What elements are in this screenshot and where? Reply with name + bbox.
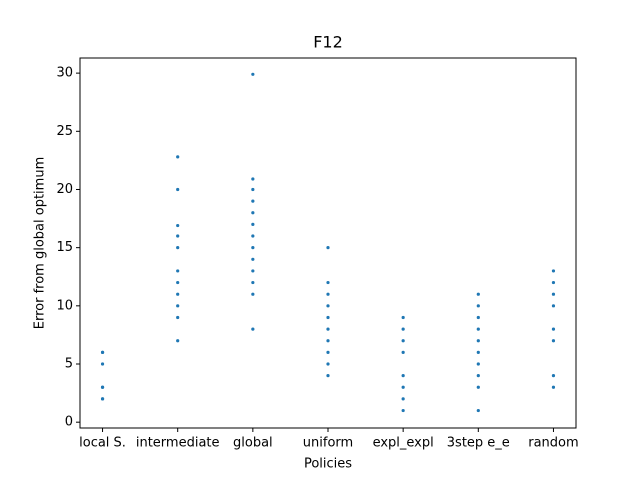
point: [401, 374, 405, 378]
point: [326, 350, 330, 354]
plot-frame: [79, 57, 577, 429]
point: [401, 350, 405, 354]
point: [476, 327, 480, 331]
point: [176, 234, 180, 238]
point: [551, 269, 556, 273]
point: [551, 374, 556, 378]
point: [326, 339, 330, 343]
point: [251, 222, 255, 226]
point: [476, 315, 480, 320]
x-tick-label: 3step e_e: [447, 436, 510, 451]
point: [476, 350, 480, 354]
point: [176, 187, 180, 192]
point: [551, 304, 556, 308]
point: [476, 304, 480, 308]
y-tick-label: 0: [65, 415, 73, 430]
point: [401, 408, 405, 413]
x-tick-label: uniform: [303, 436, 353, 451]
y-tick-label: 25: [56, 124, 73, 139]
point: [326, 327, 330, 331]
x-tick-label: local S.: [79, 436, 126, 451]
point: [251, 177, 255, 181]
point: [326, 315, 330, 320]
x-tick-label: global: [233, 436, 273, 451]
chart-title: F12: [313, 33, 343, 52]
x-tick-label: expl_expl: [373, 436, 434, 451]
y-tick-label: 20: [56, 182, 73, 197]
point: [551, 327, 556, 331]
point: [401, 327, 405, 331]
point: [401, 315, 405, 320]
point: [100, 397, 105, 401]
point: [476, 385, 480, 389]
point: [176, 223, 180, 228]
point: [401, 339, 405, 343]
point: [100, 385, 105, 389]
point: [251, 280, 255, 285]
y-axis-label: Error from global optimum: [33, 157, 48, 329]
point: [326, 304, 330, 308]
point: [401, 397, 405, 401]
x-tick-label: random: [528, 436, 578, 451]
y-tick-label: 10: [56, 298, 73, 313]
point: [476, 292, 480, 296]
point: [476, 408, 480, 413]
point: [326, 280, 330, 285]
point: [476, 362, 480, 366]
point: [176, 304, 180, 308]
point: [100, 350, 105, 354]
point: [476, 374, 480, 378]
point: [251, 234, 255, 238]
y-tick-label: 15: [56, 240, 73, 255]
point: [251, 187, 255, 192]
point: [251, 72, 255, 76]
point: [326, 374, 330, 378]
point: [176, 292, 180, 296]
point: [176, 246, 180, 250]
x-axis-label: Policies: [304, 457, 352, 472]
y-tick-label: 5: [65, 357, 73, 372]
point: [401, 385, 405, 389]
point: [176, 155, 180, 159]
point: [251, 246, 255, 250]
point: [326, 292, 330, 296]
point: [176, 280, 180, 285]
point: [176, 269, 180, 273]
x-tick-label: intermediate: [136, 436, 220, 451]
y-tick-label: 30: [56, 66, 73, 81]
point: [176, 315, 180, 320]
point: [251, 257, 255, 261]
point: [251, 327, 255, 331]
point: [326, 246, 330, 250]
point: [251, 269, 255, 273]
point: [251, 199, 255, 203]
point: [551, 280, 556, 285]
point: [251, 211, 255, 215]
point: [251, 292, 255, 296]
point: [476, 339, 480, 343]
point: [326, 362, 330, 366]
point: [551, 339, 556, 343]
point: [551, 385, 556, 389]
point: [176, 339, 180, 343]
point: [551, 292, 556, 296]
point: [100, 362, 105, 366]
